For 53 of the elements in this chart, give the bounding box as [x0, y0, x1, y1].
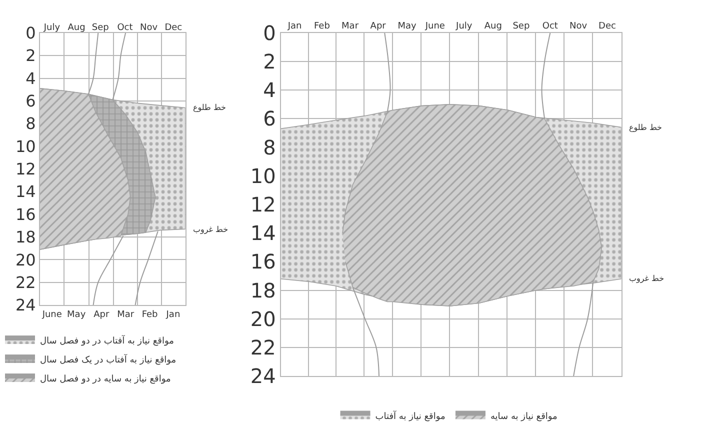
y-tick-label: 24 — [250, 364, 276, 388]
x-tick-label: Sep — [512, 21, 530, 32]
y-tick-label: 18 — [250, 278, 276, 302]
y-tick-label: 6 — [26, 92, 36, 111]
y-tick-label: 2 — [26, 46, 36, 66]
legend-label: مواقع نیاز به آفتاب — [375, 410, 446, 422]
y-tick-label: 18 — [15, 228, 36, 247]
x-tick-label: Jan — [286, 21, 302, 32]
x-tick-label: Feb — [142, 310, 158, 320]
annotation: خط طلوع — [629, 123, 662, 132]
y-tick-label: 8 — [263, 135, 276, 160]
legend-label: مواقع نیاز به آفتاب در دو فصل سال — [40, 334, 174, 347]
y-tick-label: 16 — [250, 250, 276, 274]
annotation: خط طلوع — [193, 103, 226, 112]
y-tick-label: 8 — [26, 114, 36, 134]
x-tick-label: June — [41, 310, 62, 320]
y-tick-label: 2 — [263, 50, 276, 74]
x-tick-label: Aug — [484, 21, 502, 32]
y-tick-label: 14 — [15, 182, 36, 202]
x-tick-label: June — [424, 21, 446, 32]
y-tick-label: 0 — [263, 20, 276, 45]
y-tick-label: 10 — [15, 136, 36, 156]
y-tick-label: 4 — [263, 78, 276, 102]
x-tick-label: Jan — [165, 310, 180, 320]
y-tick-label: 24 — [15, 296, 36, 315]
x-tick-label: May — [67, 310, 86, 320]
legend-label: مواقع نیاز به آفتاب در یک فصل سال — [40, 354, 176, 366]
legend-label: مواقع نیاز به سایه در دو فصل سال — [40, 374, 171, 385]
y-tick-label: 4 — [26, 68, 36, 88]
y-tick-label: 20 — [250, 306, 276, 331]
y-tick-label: 16 — [15, 204, 36, 224]
y-tick-label: 12 — [250, 192, 276, 216]
x-tick-label: Mar — [117, 310, 134, 320]
x-tick-label: Apr — [370, 21, 386, 32]
y-tick-label: 12 — [15, 160, 36, 179]
annotation: خط غروب — [193, 225, 228, 234]
annotation: خط غروب — [629, 274, 664, 283]
x-tick-label: Nov — [569, 21, 588, 32]
y-tick-label: 10 — [250, 164, 276, 188]
y-tick-label: 22 — [15, 272, 36, 292]
x-tick-label: Feb — [314, 21, 330, 32]
x-tick-label: Oct — [542, 21, 558, 32]
legend-label: مواقع نیاز به سایه — [490, 412, 558, 422]
y-tick-label: 6 — [263, 106, 276, 131]
y-tick-label: 22 — [250, 335, 276, 360]
x-tick-label: Apr — [94, 310, 110, 320]
y-tick-label: 0 — [26, 24, 36, 42]
x-tick-label: May — [398, 21, 418, 32]
x-tick-label: Mar — [342, 21, 359, 32]
y-tick-label: 14 — [250, 221, 276, 246]
x-tick-label: July — [455, 21, 473, 32]
x-tick-label: Dec — [598, 21, 616, 32]
y-tick-label: 20 — [15, 250, 36, 270]
